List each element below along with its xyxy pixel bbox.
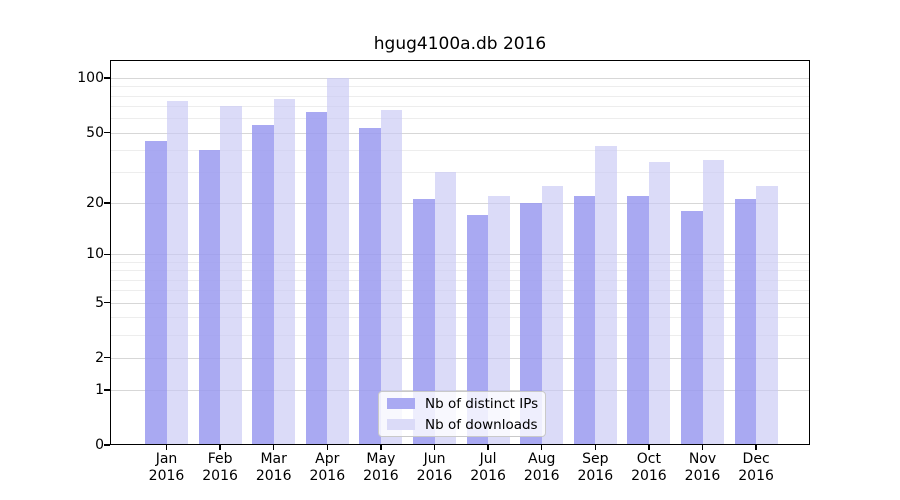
y-tick bbox=[104, 356, 110, 359]
x-tick bbox=[380, 445, 382, 450]
bar-downloads-nov bbox=[702, 160, 724, 445]
gridline-minor bbox=[110, 106, 810, 108]
x-tick bbox=[594, 445, 597, 450]
plot-area: 0 1 2 5 10 20 50 100 Jan 2016 Feb 2016 Mar 2016 Apr 201… bbox=[77, 60, 810, 484]
bar-distinct-ips-jan bbox=[145, 140, 167, 445]
x-tick-label: Dec 2016 bbox=[738, 451, 774, 484]
x-tick-label: Aug 2016 bbox=[523, 451, 560, 484]
y-tick bbox=[104, 131, 110, 134]
bar-distinct-ips-feb bbox=[198, 149, 221, 445]
x-tick bbox=[433, 445, 436, 450]
y-tick bbox=[104, 77, 110, 79]
gridline-major bbox=[110, 203, 810, 205]
x-tick bbox=[487, 445, 489, 450]
bar-distinct-ips-may bbox=[359, 127, 381, 445]
x-tick-label: Feb 2016 bbox=[202, 451, 238, 484]
x-tick-label: Sep 2016 bbox=[577, 451, 614, 484]
gridline-minor bbox=[110, 290, 810, 292]
y-tick bbox=[104, 253, 110, 256]
x-tick bbox=[648, 445, 650, 450]
x-tick-label: Jun 2016 bbox=[416, 451, 453, 484]
gridline-minor bbox=[110, 149, 810, 151]
x-tick-label: Jul 2016 bbox=[470, 451, 506, 484]
gridline-minor bbox=[110, 95, 810, 97]
x-tick-label: May 2016 bbox=[363, 451, 399, 484]
bar-distinct-ips-jun bbox=[413, 199, 435, 445]
y-tick-label: 20 bbox=[86, 195, 104, 212]
gridline-minor bbox=[110, 172, 810, 174]
y-tick bbox=[104, 301, 110, 304]
bar-downloads-jun bbox=[434, 172, 456, 445]
legend-label-downloads: Nb of downloads bbox=[425, 416, 538, 433]
y-tick-label: 10 bbox=[86, 246, 104, 263]
x-tick bbox=[701, 445, 704, 450]
legend-swatch-distinct-ips bbox=[387, 398, 415, 409]
legend-swatch-downloads bbox=[387, 419, 415, 430]
bar-distinct-ips-aug bbox=[520, 203, 542, 445]
y-tick-label: 5 bbox=[95, 294, 104, 311]
bar-downloads-aug bbox=[541, 186, 564, 445]
x-tick-label: Mar 2016 bbox=[255, 451, 292, 484]
bar-downloads-apr bbox=[327, 78, 349, 445]
gridline-minor bbox=[110, 279, 810, 281]
gridline-major bbox=[110, 132, 810, 134]
legend: Nb of distinct IPs Nb of downloads bbox=[378, 391, 546, 437]
x-tick bbox=[540, 445, 543, 450]
y-tick-label: 2 bbox=[95, 349, 104, 366]
gridline-minor bbox=[110, 118, 810, 120]
y-tick-label: 0 bbox=[95, 437, 104, 453]
legend-item-distinct-ips: Nb of distinct IPs bbox=[387, 395, 545, 413]
y-tick-label: 50 bbox=[86, 124, 104, 141]
bar-distinct-ips-dec bbox=[734, 199, 757, 445]
y-tick-label: 100 bbox=[77, 70, 104, 87]
bar-distinct-ips-apr bbox=[305, 112, 328, 445]
y-tick-label: 1 bbox=[95, 381, 104, 398]
x-tick-label: Nov 2016 bbox=[684, 451, 721, 484]
bar-distinct-ips-sep bbox=[573, 195, 596, 445]
x-tick-label: Oct 2016 bbox=[631, 451, 667, 484]
x-tick-label: Apr 2016 bbox=[309, 451, 346, 484]
legend-label-distinct-ips: Nb of distinct IPs bbox=[425, 395, 539, 412]
gridline-minor bbox=[110, 270, 810, 272]
bar-distinct-ips-mar bbox=[252, 125, 274, 445]
x-tick bbox=[755, 445, 757, 450]
gridline-major bbox=[110, 357, 810, 359]
bar-distinct-ips-oct bbox=[627, 195, 649, 445]
bar-downloads-feb bbox=[220, 106, 242, 445]
gridline-major bbox=[110, 302, 810, 304]
gridline-minor bbox=[110, 334, 810, 336]
bar-downloads-jan bbox=[166, 100, 188, 445]
bar-distinct-ips-jul bbox=[466, 215, 489, 445]
gridline-minor bbox=[110, 317, 810, 319]
y-tick bbox=[104, 202, 110, 204]
bar-downloads-mar bbox=[273, 98, 296, 445]
x-tick bbox=[165, 445, 168, 450]
bar-downloads-sep bbox=[595, 146, 617, 445]
gridline-minor bbox=[110, 86, 810, 88]
bar-downloads-oct bbox=[648, 162, 671, 445]
x-tick bbox=[272, 445, 275, 450]
x-tick bbox=[219, 445, 221, 450]
gridline-major bbox=[110, 389, 810, 391]
gridline-major bbox=[110, 78, 810, 80]
y-tick bbox=[104, 444, 110, 446]
bar-downloads-jul bbox=[488, 195, 510, 445]
y-tick bbox=[104, 389, 110, 391]
gridline-minor bbox=[110, 261, 810, 263]
legend-item-downloads: Nb of downloads bbox=[387, 416, 545, 434]
gridline-major bbox=[110, 254, 810, 256]
bar-downloads-may bbox=[380, 109, 403, 445]
chart-title: hgug4100a.db 2016 bbox=[373, 34, 547, 54]
x-tick-label: Jan 2016 bbox=[148, 451, 185, 484]
bar-downloads-dec bbox=[756, 186, 778, 445]
bar-distinct-ips-nov bbox=[681, 210, 703, 445]
x-tick bbox=[326, 445, 329, 450]
